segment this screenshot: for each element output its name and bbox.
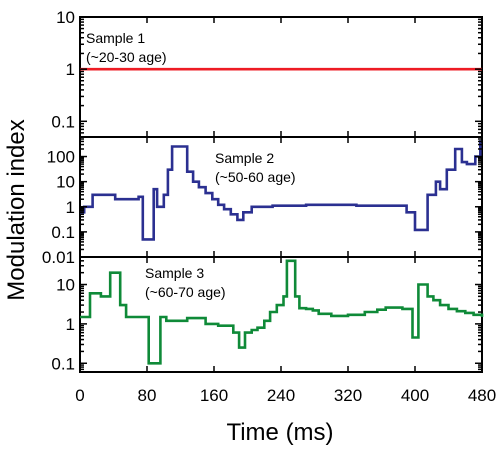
panel-3-series-line [80,259,484,365]
panel-3-frame [79,256,483,373]
x-tick-label: 320 [334,386,362,405]
y-axis-title: Modulation index [3,119,30,300]
series-lines [80,67,484,365]
panel-1-annotation-line2: (~20-30 age) [86,49,167,65]
x-tick-label: 0 [75,386,84,405]
panel-1-y-tick-label: 0.1 [51,112,75,131]
x-tick-label: 160 [200,386,228,405]
panel-2-y-tick-label: 100 [47,148,75,167]
x-tick-label: 480 [468,386,496,405]
panel-2-y-tick-label: 1 [66,198,75,217]
panel-3-y-tick-label: 10 [56,276,75,295]
panel-3-y-tick-label: 1 [66,315,75,334]
x-ticks: 0 80 160 240 320 400 480 [75,17,496,405]
panel-2-annotation-line1: Sample 2 [215,150,274,166]
panel-2-y-tick-label: 10 [56,173,75,192]
panel-3-annotation-line1: Sample 3 [145,265,204,281]
x-tick-label: 240 [267,386,295,405]
panel-3-y-tick-label: 0.1 [51,354,75,373]
panel-1-annotation-line1: Sample 1 [86,30,145,46]
panel-1-y-tick-label: 1 [66,60,75,79]
panel-2-annotation-line2: (~50-60 age) [215,169,296,185]
x-axis-title: Time (ms) [226,419,333,446]
x-tick-label: 80 [138,386,157,405]
panel-2-y-tick-label: 0.1 [51,223,75,242]
panel-3-annotation-line2: (~60-70 age) [145,284,226,300]
panel-1-y-tick-label: 10 [56,8,75,27]
x-tick-label: 400 [401,386,429,405]
panel-2-y-tick-label: 0.01 [42,248,75,267]
panel-2-series-line [80,140,482,241]
